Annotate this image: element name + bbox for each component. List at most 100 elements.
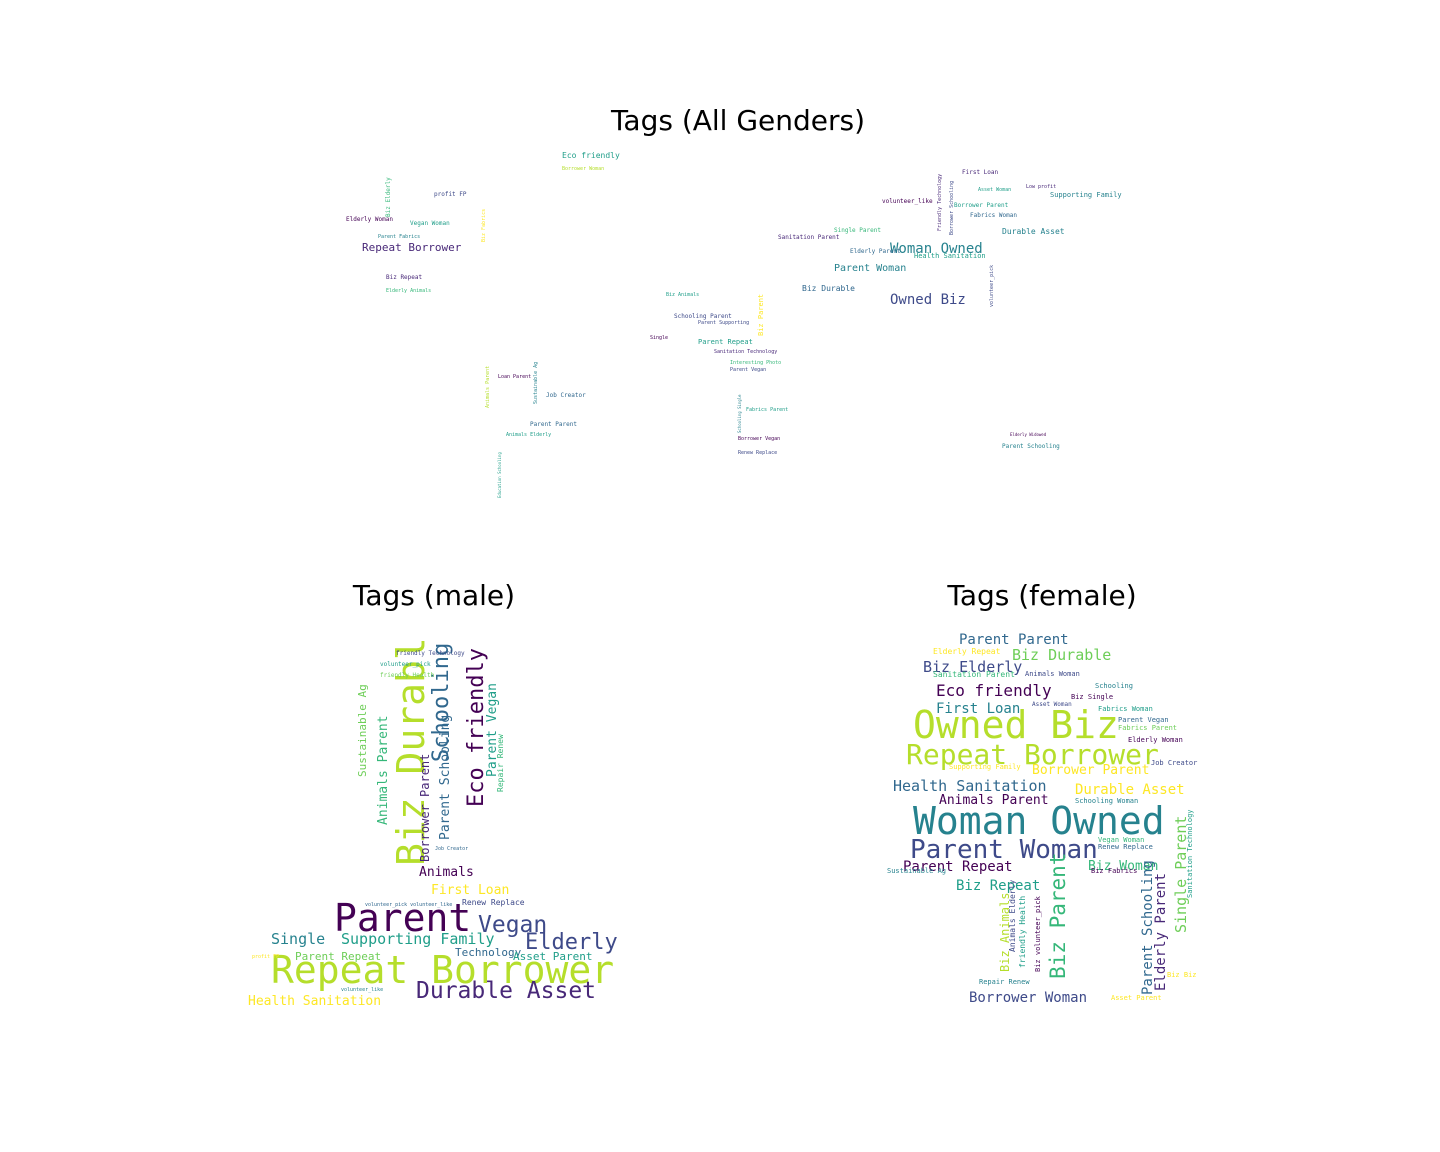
word-0-1: Owned Biz [890,292,966,308]
word-1-19: Technology [455,946,522,959]
word-2-4: Biz Parent [1046,852,1070,979]
word-0-27: Animals Elderly [506,432,552,438]
word-0-41: Biz Animals [666,292,700,298]
word-2-37: Job Creator [1151,759,1198,767]
word-0-28: Loan Parent [498,374,532,380]
word-0-16: Sanitation Parent [778,234,840,241]
word-0-20: Parent Fabrics [378,234,421,240]
word-0-49: Borrower Schooling [949,180,955,235]
word-1-26: volunteer_pick volunteer_like [365,902,453,908]
word-2-7: Biz Elderly [923,658,1023,676]
word-0-15: volunteer_like [882,198,933,205]
word-1-5: Elderly [525,930,618,955]
word-1-0: Repeat Borrower [271,948,615,992]
word-0-45: Animals Parent [485,365,491,408]
word-2-14: Parent Repeat [903,859,1013,875]
word-2-40: Renew Replace [1098,843,1153,851]
word-2-26: Elderly Repeat [933,647,1001,656]
word-0-6: Eco friendly [562,151,620,160]
word-0-24: Borrower Woman [562,166,605,172]
word-1-1: Parent [334,896,472,940]
word-2-39: Vegan Woman [1098,836,1145,844]
word-0-13: Single Parent [834,227,881,234]
word-1-22: Repair Renew [496,734,505,792]
word-0-2: Repeat Borrower [362,241,462,254]
word-1-12: Animals [419,865,474,880]
word-2-24: Biz volunteer_pick [1034,896,1042,972]
word-0-36: Renew Replace [738,450,778,456]
word-2-13: Animals Parent [939,793,1049,808]
wordcloud-female: Woman Owned Owned Biz Repeat Borrower Paren… [880,625,1210,1010]
word-2-35: Elderly Woman [1128,736,1183,744]
word-2-15: Biz Repeat [956,878,1041,894]
word-2-23: friendly Health [1018,895,1027,968]
word-1-27: Job Creator [435,846,469,852]
word-0-47: Biz Fabrics [481,208,487,242]
word-1-24: volunteer_pick [380,661,431,668]
word-1-16: Animals Parent [376,715,391,825]
word-1-25: friendly Health [380,672,435,679]
word-2-17: Borrower Woman [969,990,1088,1006]
word-2-43: Repair Renew [979,978,1030,986]
word-1-20: Asset Parent [513,950,593,963]
word-2-12: Borrower Parent [1032,763,1150,778]
word-2-1: Owned Biz [913,703,1119,747]
word-2-8: Parent Parent [959,632,1069,648]
word-1-18: Parent Repeat [295,950,382,963]
title-all-genders: Tags (All Genders) [610,104,866,137]
word-1-4: Vegan [478,912,548,938]
title-female: Tags (female) [947,579,1137,612]
word-1-21: Renew Replace [462,898,525,907]
word-0-50: volunteer_pick [989,264,995,307]
word-0-31: Sanitation Technology [714,349,778,355]
word-0-18: Elderly Woman [346,216,393,223]
word-2-20: Parent Schooling [1140,860,1156,995]
word-2-31: Asset Woman [1032,701,1072,708]
word-2-33: Parent Vegan [1118,716,1169,724]
word-0-44: Biz Parent [757,293,765,336]
word-1-11: First Loan [431,883,510,898]
word-2-30: Biz Single [1071,693,1114,701]
word-2-9: First Loan [936,701,1021,717]
word-2-5: Eco friendly [936,681,1052,700]
word-2-3: Parent Woman [910,835,1098,865]
word-0-39: Low profit [1026,184,1057,190]
word-0-38: Elderly Widowed [1010,432,1047,437]
word-2-22: Animals Elderly [1008,879,1017,952]
word-0-26: Parent Parent [530,421,577,428]
word-2-42: Sustainable Ag [887,867,947,875]
word-2-10: Health Sanitation [893,777,1047,795]
word-2-27: Sanitation Parent [933,670,1015,679]
word-2-36: Supporting Family [949,763,1021,771]
word-1-14: Borrower Parent [418,753,432,862]
word-1-8: Single [271,930,326,948]
word-0-21: Biz Repeat [386,274,423,281]
word-0-29: Schooling Parent [674,313,732,320]
word-1-28: profit FP [252,954,280,960]
word-0-52: Education Schooling [497,452,502,498]
word-0-30: Parent Supporting [698,320,750,326]
word-0-37: Parent Schooling [1002,443,1060,450]
word-0-7: Health Sanitation [914,252,986,260]
word-0-32: Interesting Photo [730,360,782,366]
word-0-5: Durable Asset [1002,227,1065,236]
word-0-33: Parent Vegan [730,367,767,373]
word-1-17: Sustainable Ag [356,684,369,777]
wordcloud-male: Repeat Borrower Parent Biz Durable Durable … [240,640,630,1010]
word-0-34: Fabrics Parent [746,407,789,413]
word-0-48: Friendly Technology [937,173,943,231]
word-0-3: Parent Woman [834,263,907,274]
word-0-8: Supporting Family [1050,191,1122,199]
wordcloud-all-genders: Woman Owned Owned Biz Repeat Borrower Paren… [330,145,1130,505]
word-1-3: Durable Asset [416,978,597,1004]
word-1-10: Health Sanitation [248,994,382,1009]
word-2-25: Sanitation Technology [1186,809,1194,898]
word-2-32: Fabrics Woman [1098,705,1153,713]
word-0-40: Asset Woman [978,187,1012,193]
word-2-29: Schooling [1095,682,1133,690]
word-2-38: Schooling Woman [1075,797,1139,805]
word-0-22: Elderly Animals [386,288,432,294]
word-0-23: profit FP [434,191,467,198]
word-0-11: First Loan [962,169,999,176]
